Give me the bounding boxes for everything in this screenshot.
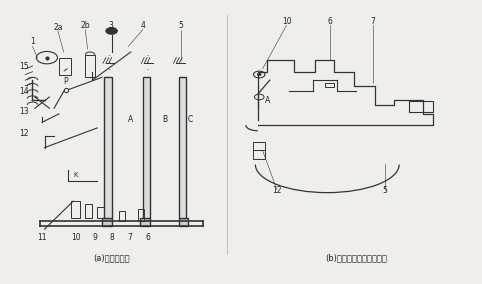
Text: 10: 10 bbox=[281, 17, 291, 26]
Text: C: C bbox=[188, 115, 193, 124]
Bar bbox=[85, 204, 92, 218]
Text: 12: 12 bbox=[272, 186, 281, 195]
Bar bbox=[71, 201, 80, 218]
Bar bbox=[138, 210, 144, 221]
Text: 12: 12 bbox=[20, 130, 29, 138]
Text: (a)结构示意图: (a)结构示意图 bbox=[94, 253, 130, 262]
Bar bbox=[97, 207, 104, 218]
Bar bbox=[59, 58, 71, 74]
Bar bbox=[143, 77, 150, 218]
Text: 5: 5 bbox=[382, 186, 387, 195]
Bar bbox=[85, 55, 95, 77]
Text: 2b: 2b bbox=[80, 21, 90, 30]
Bar bbox=[325, 83, 335, 87]
Bar bbox=[253, 142, 265, 151]
Text: 14: 14 bbox=[20, 87, 29, 96]
Text: 15: 15 bbox=[20, 62, 29, 71]
Text: P: P bbox=[63, 77, 67, 86]
Text: 2a: 2a bbox=[53, 22, 63, 32]
Bar bbox=[119, 211, 124, 221]
Bar bbox=[102, 218, 112, 226]
Text: 13: 13 bbox=[20, 107, 29, 116]
Text: 7: 7 bbox=[370, 17, 375, 26]
Text: B: B bbox=[162, 115, 167, 124]
Bar bbox=[140, 218, 150, 226]
Text: A: A bbox=[128, 115, 134, 124]
Circle shape bbox=[257, 73, 261, 76]
Bar bbox=[179, 218, 188, 226]
Text: A: A bbox=[265, 96, 270, 105]
Text: 6: 6 bbox=[327, 17, 332, 26]
Bar bbox=[105, 77, 112, 218]
Text: 9: 9 bbox=[93, 233, 97, 243]
Text: 8: 8 bbox=[109, 233, 114, 243]
Circle shape bbox=[106, 28, 117, 34]
Text: 11: 11 bbox=[38, 233, 47, 243]
Text: 3: 3 bbox=[108, 21, 113, 30]
Bar bbox=[179, 77, 186, 218]
Bar bbox=[409, 101, 433, 112]
Text: 4: 4 bbox=[140, 21, 145, 30]
Text: 10: 10 bbox=[71, 233, 80, 243]
Text: 7: 7 bbox=[127, 233, 132, 243]
Text: K: K bbox=[73, 172, 78, 178]
Text: (b)三相式断相保护示意图: (b)三相式断相保护示意图 bbox=[325, 253, 387, 262]
Text: 6: 6 bbox=[145, 233, 150, 243]
Bar bbox=[253, 151, 265, 159]
Text: 5: 5 bbox=[179, 21, 184, 30]
Text: 1: 1 bbox=[30, 37, 35, 45]
